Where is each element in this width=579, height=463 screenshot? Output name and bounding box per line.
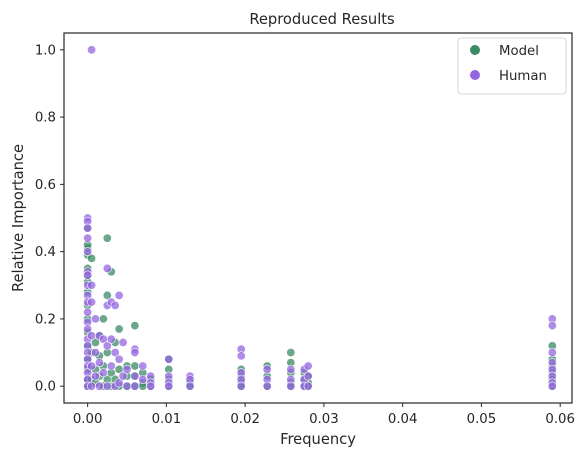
human-point-27 xyxy=(91,314,101,324)
legend-label-human: Human xyxy=(499,69,547,84)
human-point-75 xyxy=(262,381,272,391)
human-point-55 xyxy=(130,381,140,391)
human-point-35 xyxy=(102,263,112,273)
legend-marker-human xyxy=(470,70,480,80)
human-point-87 xyxy=(547,348,557,358)
y-axis-label: Relative Importance xyxy=(10,144,27,292)
y-tick-label: 0.8 xyxy=(35,111,56,126)
legend-marker-model xyxy=(470,45,480,55)
x-tick-label: 0.05 xyxy=(467,412,497,427)
model-point-28 xyxy=(102,290,112,300)
y-tick-label: 0.4 xyxy=(35,245,56,260)
human-point-32 xyxy=(94,381,104,391)
model-point-44 xyxy=(130,361,140,371)
y-tick-label: 0.0 xyxy=(35,380,56,395)
human-point-53 xyxy=(130,348,140,358)
model-point-25 xyxy=(98,314,108,324)
human-point-7 xyxy=(83,270,93,280)
y-tick-label: 0.2 xyxy=(35,312,56,327)
human-point-37 xyxy=(102,341,112,351)
human-point-28 xyxy=(91,348,101,358)
human-point-25 xyxy=(87,361,97,371)
human-point-48 xyxy=(118,337,128,347)
points-layer xyxy=(83,45,557,391)
human-point-31 xyxy=(94,358,104,368)
x-axis-label: Frequency xyxy=(280,431,356,448)
human-point-5 xyxy=(83,247,93,257)
human-point-46 xyxy=(114,354,124,364)
human-point-40 xyxy=(106,334,116,344)
human-point-64 xyxy=(164,381,174,391)
human-point-41 xyxy=(106,361,116,371)
model-point-16 xyxy=(87,253,97,263)
x-axis: 0.00 0.01 0.02 0.03 0.04 0.05 0.06 xyxy=(73,403,575,427)
human-point-47 xyxy=(114,378,124,388)
model-point-29 xyxy=(102,233,112,243)
legend: Model Human xyxy=(457,37,567,95)
human-point-78 xyxy=(286,381,296,391)
human-point-61 xyxy=(164,354,174,364)
human-point-24 xyxy=(87,331,97,341)
x-tick-label: 0.03 xyxy=(309,412,339,427)
human-point-84 xyxy=(303,381,313,391)
x-tick-label: 0.04 xyxy=(388,412,418,427)
human-point-34 xyxy=(98,368,108,378)
human-point-92 xyxy=(547,381,557,391)
human-point-49 xyxy=(118,371,128,381)
x-tick-label: 0.00 xyxy=(73,412,103,427)
human-point-56 xyxy=(138,361,148,371)
human-point-45 xyxy=(114,290,124,300)
model-point-43 xyxy=(130,321,140,331)
x-tick-label: 0.06 xyxy=(545,412,575,427)
model-point-65 xyxy=(286,348,296,358)
human-point-76 xyxy=(286,364,296,374)
human-point-38 xyxy=(102,381,112,391)
legend-label-model: Model xyxy=(499,44,539,59)
human-point-60 xyxy=(146,381,156,391)
human-point-29 xyxy=(91,371,101,381)
x-tick-label: 0.02 xyxy=(230,412,260,427)
human-point-3 xyxy=(83,223,93,233)
model-point-37 xyxy=(114,324,124,334)
human-point-73 xyxy=(262,364,272,374)
human-point-26 xyxy=(87,381,97,391)
human-point-86 xyxy=(547,321,557,331)
human-point-13 xyxy=(83,324,93,334)
human-point-22 xyxy=(87,280,97,290)
human-point-82 xyxy=(303,361,313,371)
human-point-0 xyxy=(87,45,97,55)
human-point-23 xyxy=(87,297,97,307)
y-tick-label: 0.6 xyxy=(35,178,56,193)
human-point-43 xyxy=(110,348,120,358)
human-point-69 xyxy=(236,351,246,361)
y-tick-label: 1.0 xyxy=(35,43,56,58)
human-point-54 xyxy=(130,371,140,381)
human-point-11 xyxy=(83,307,93,317)
model-point-20 xyxy=(91,337,101,347)
y-axis: 0.0 0.2 0.4 0.6 0.8 1.0 xyxy=(35,43,64,395)
plot-frame xyxy=(63,32,573,404)
x-tick-label: 0.01 xyxy=(152,412,182,427)
legend-box xyxy=(457,37,567,95)
human-point-67 xyxy=(185,381,195,391)
human-point-50 xyxy=(122,364,132,374)
human-point-42 xyxy=(110,300,120,310)
human-point-57 xyxy=(138,374,148,384)
human-point-51 xyxy=(122,381,132,391)
chart-title: Reproduced Results xyxy=(249,11,394,28)
human-point-72 xyxy=(236,381,246,391)
human-point-4 xyxy=(83,233,93,243)
human-point-83 xyxy=(303,371,313,381)
